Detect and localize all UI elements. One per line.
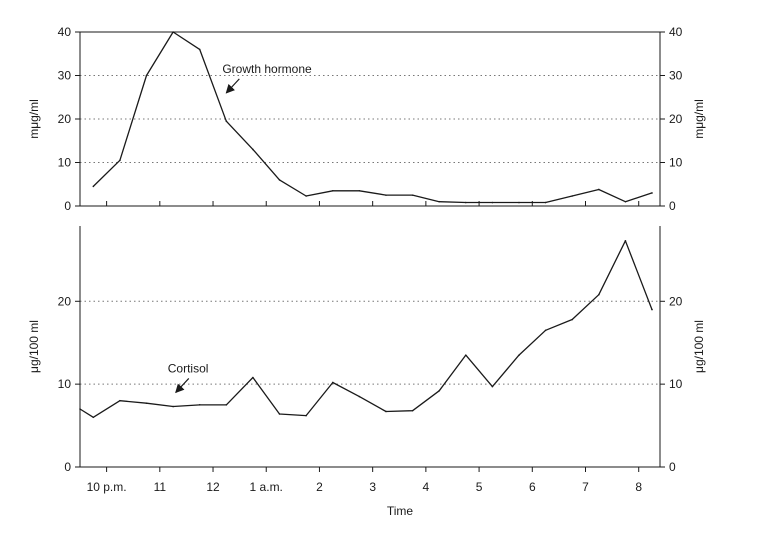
x-tick-label: 12: [206, 480, 220, 494]
panel-top-data-point: [92, 185, 95, 188]
panel-top-data-point: [145, 74, 148, 77]
panel-bottom-data-point: [438, 389, 440, 392]
panel-bottom-data-point: [464, 354, 467, 356]
panel-bottom-data-point: [624, 240, 627, 242]
panel-top-data-point: [172, 31, 174, 33]
panel-top-data-point: [305, 195, 307, 197]
panel-bottom-data-point: [411, 409, 414, 412]
x-tick-label: 1 a.m.: [250, 480, 283, 494]
x-tick-label: 8: [635, 480, 642, 494]
panel-top-data-point: [598, 188, 600, 191]
panel-bottom-data-point: [145, 402, 148, 405]
panel-top-right-axis-title: mμg/ml: [692, 99, 706, 139]
panel-top-data-point: [119, 159, 121, 162]
x-tick-label: 3: [369, 480, 376, 494]
panel-top-right-tick-label: 0: [669, 199, 676, 213]
panel-top-series-line: [92, 31, 653, 204]
panel-top-data-point: [225, 120, 228, 122]
panel-bottom-data-point: [172, 405, 174, 408]
panel-top-data-point: [331, 189, 334, 192]
panel-top-annotation-label: Growth hormone: [222, 62, 312, 76]
x-tick-label: 2: [316, 480, 323, 494]
panel-top-data-point: [518, 201, 520, 204]
panel-bottom-data-point: [92, 416, 95, 419]
panel-top-data-point: [198, 48, 201, 51]
panel-bottom-annotation-label: Cortisol: [168, 361, 209, 375]
panel-top-data-point: [544, 201, 547, 204]
panel-bottom-data-point: [651, 308, 653, 311]
panel-top-data-point: [624, 200, 627, 203]
panel-bottom-right-tick-label: 10: [669, 377, 683, 391]
panel-bottom-data-point: [358, 395, 361, 398]
panel-top-left-tick-label: 0: [64, 199, 71, 213]
panel-top-data-point: [411, 194, 414, 196]
panel-top-data-point: [438, 200, 440, 203]
panel-top-right-tick-label: 40: [669, 25, 683, 39]
panel-top-data-point: [385, 194, 387, 196]
x-tick-label: 7: [582, 480, 589, 494]
panel-top-left-axis-title: mμg/ml: [27, 99, 41, 139]
x-tick-label: 5: [476, 480, 483, 494]
panel-bottom-data-point: [491, 385, 494, 388]
panel-bottom-data-point: [331, 381, 334, 384]
x-axis-title: Time: [387, 504, 414, 518]
panel-bottom-data-point: [598, 293, 600, 296]
panel-bottom-series-line: [79, 240, 653, 418]
panel-bottom-data-point: [198, 404, 201, 406]
panel-bottom-data-point: [305, 414, 307, 417]
panel-top-right-tick-label: 10: [669, 156, 683, 170]
panel-bottom-annotation-arrow: [175, 378, 190, 394]
panel-top-left-tick-label: 30: [58, 69, 72, 83]
panel-top-left-tick-label: 20: [58, 112, 72, 126]
panel-top-data-point: [571, 195, 574, 197]
panel-bottom-data-point: [119, 399, 121, 402]
x-tick-label: 6: [529, 480, 536, 494]
panel-bottom-right-axis-title: μg/100 ml: [692, 320, 706, 373]
panel-bottom-data-point: [252, 376, 254, 379]
panel-top-annotation-arrow: [225, 78, 240, 94]
panel-top-right-tick-label: 30: [669, 69, 683, 83]
panel-bottom-data-point: [518, 354, 520, 356]
panel-top-right-tick-label: 20: [669, 112, 683, 126]
panel-bottom-left-tick-label: 0: [64, 460, 71, 474]
panel-bottom-left-tick-label: 10: [58, 377, 72, 391]
x-tick-label: 4: [423, 480, 430, 494]
panel-top-data-point: [491, 201, 494, 204]
panel-bottom-data-point: [79, 408, 81, 410]
panel-top-data-point: [278, 179, 281, 181]
panel-bottom-right-tick-label: 20: [669, 294, 683, 308]
panel-top-data-point: [252, 148, 254, 151]
panel-top-data-point: [464, 201, 467, 204]
panel-bottom-data-point: [385, 410, 387, 413]
panel-top-left-tick-label: 10: [58, 156, 72, 170]
panel-top-data-point: [651, 192, 653, 194]
panel-bottom-data-point: [225, 404, 228, 406]
panel-top-data-point: [358, 189, 361, 192]
panel-bottom-left-axis-title: μg/100 ml: [27, 320, 41, 373]
panel-bottom-data-point: [571, 318, 574, 321]
panel-bottom-right-tick-label: 0: [669, 460, 676, 474]
panel-bottom-left-tick-label: 20: [58, 294, 72, 308]
panel-top-left-tick-label: 40: [58, 25, 72, 39]
x-tick-label: 10 p.m.: [87, 480, 127, 494]
panel-bottom-data-point: [278, 413, 281, 415]
x-tick-label: 11: [154, 480, 167, 494]
panel-bottom-data-point: [544, 329, 547, 332]
